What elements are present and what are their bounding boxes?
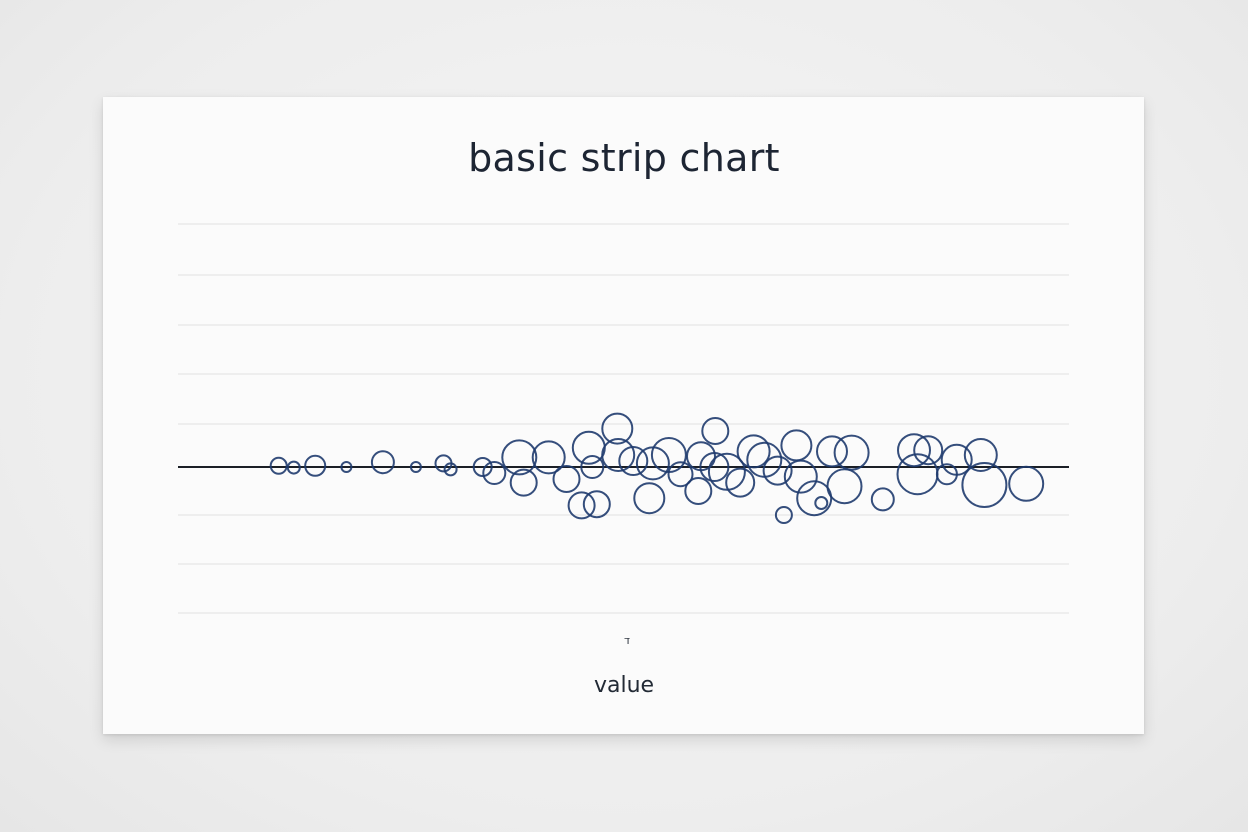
data-point-38 bbox=[814, 496, 829, 510]
data-point-0 bbox=[269, 456, 288, 475]
data-point-19 bbox=[601, 438, 636, 472]
data-point-47 bbox=[940, 443, 973, 476]
data-point-45 bbox=[913, 435, 944, 466]
data-point-31 bbox=[736, 434, 771, 469]
data-point-18 bbox=[601, 412, 634, 445]
data-point-34 bbox=[774, 506, 793, 524]
data-point-11 bbox=[509, 468, 538, 497]
data-point-12 bbox=[531, 440, 566, 475]
data-point-49 bbox=[963, 438, 998, 472]
data-point-20 bbox=[618, 446, 649, 476]
data-point-27 bbox=[701, 417, 730, 445]
data-point-21 bbox=[633, 482, 666, 515]
data-points bbox=[269, 412, 1045, 524]
data-point-42 bbox=[870, 487, 895, 512]
data-point-2 bbox=[304, 454, 327, 477]
data-point-30 bbox=[725, 467, 756, 498]
data-point-3 bbox=[340, 461, 353, 473]
data-point-9 bbox=[482, 461, 507, 485]
chart-title: basic strip chart bbox=[468, 136, 780, 180]
data-point-1 bbox=[286, 460, 301, 475]
data-point-39 bbox=[816, 435, 848, 468]
data-point-50 bbox=[1008, 465, 1045, 502]
data-point-7 bbox=[443, 462, 458, 477]
data-point-41 bbox=[826, 468, 863, 505]
data-point-5 bbox=[409, 461, 422, 473]
x-tick-label: ד bbox=[623, 634, 630, 647]
data-point-15 bbox=[582, 490, 611, 519]
data-point-25 bbox=[684, 477, 713, 505]
data-point-17 bbox=[580, 455, 605, 479]
data-point-33 bbox=[762, 455, 793, 486]
data-point-24 bbox=[667, 461, 694, 488]
gridlines bbox=[178, 223, 1069, 614]
data-point-43 bbox=[897, 433, 931, 468]
data-point-10 bbox=[501, 439, 538, 476]
data-point-35 bbox=[780, 429, 813, 462]
data-point-40 bbox=[833, 434, 870, 471]
x-axis-label: value bbox=[593, 673, 655, 698]
data-point-28 bbox=[699, 452, 730, 482]
data-point-29 bbox=[707, 452, 746, 491]
data-point-14 bbox=[567, 491, 596, 520]
data-point-4 bbox=[370, 450, 395, 475]
data-point-36 bbox=[783, 459, 818, 494]
data-point-13 bbox=[552, 465, 581, 493]
data-point-48 bbox=[961, 462, 1008, 508]
